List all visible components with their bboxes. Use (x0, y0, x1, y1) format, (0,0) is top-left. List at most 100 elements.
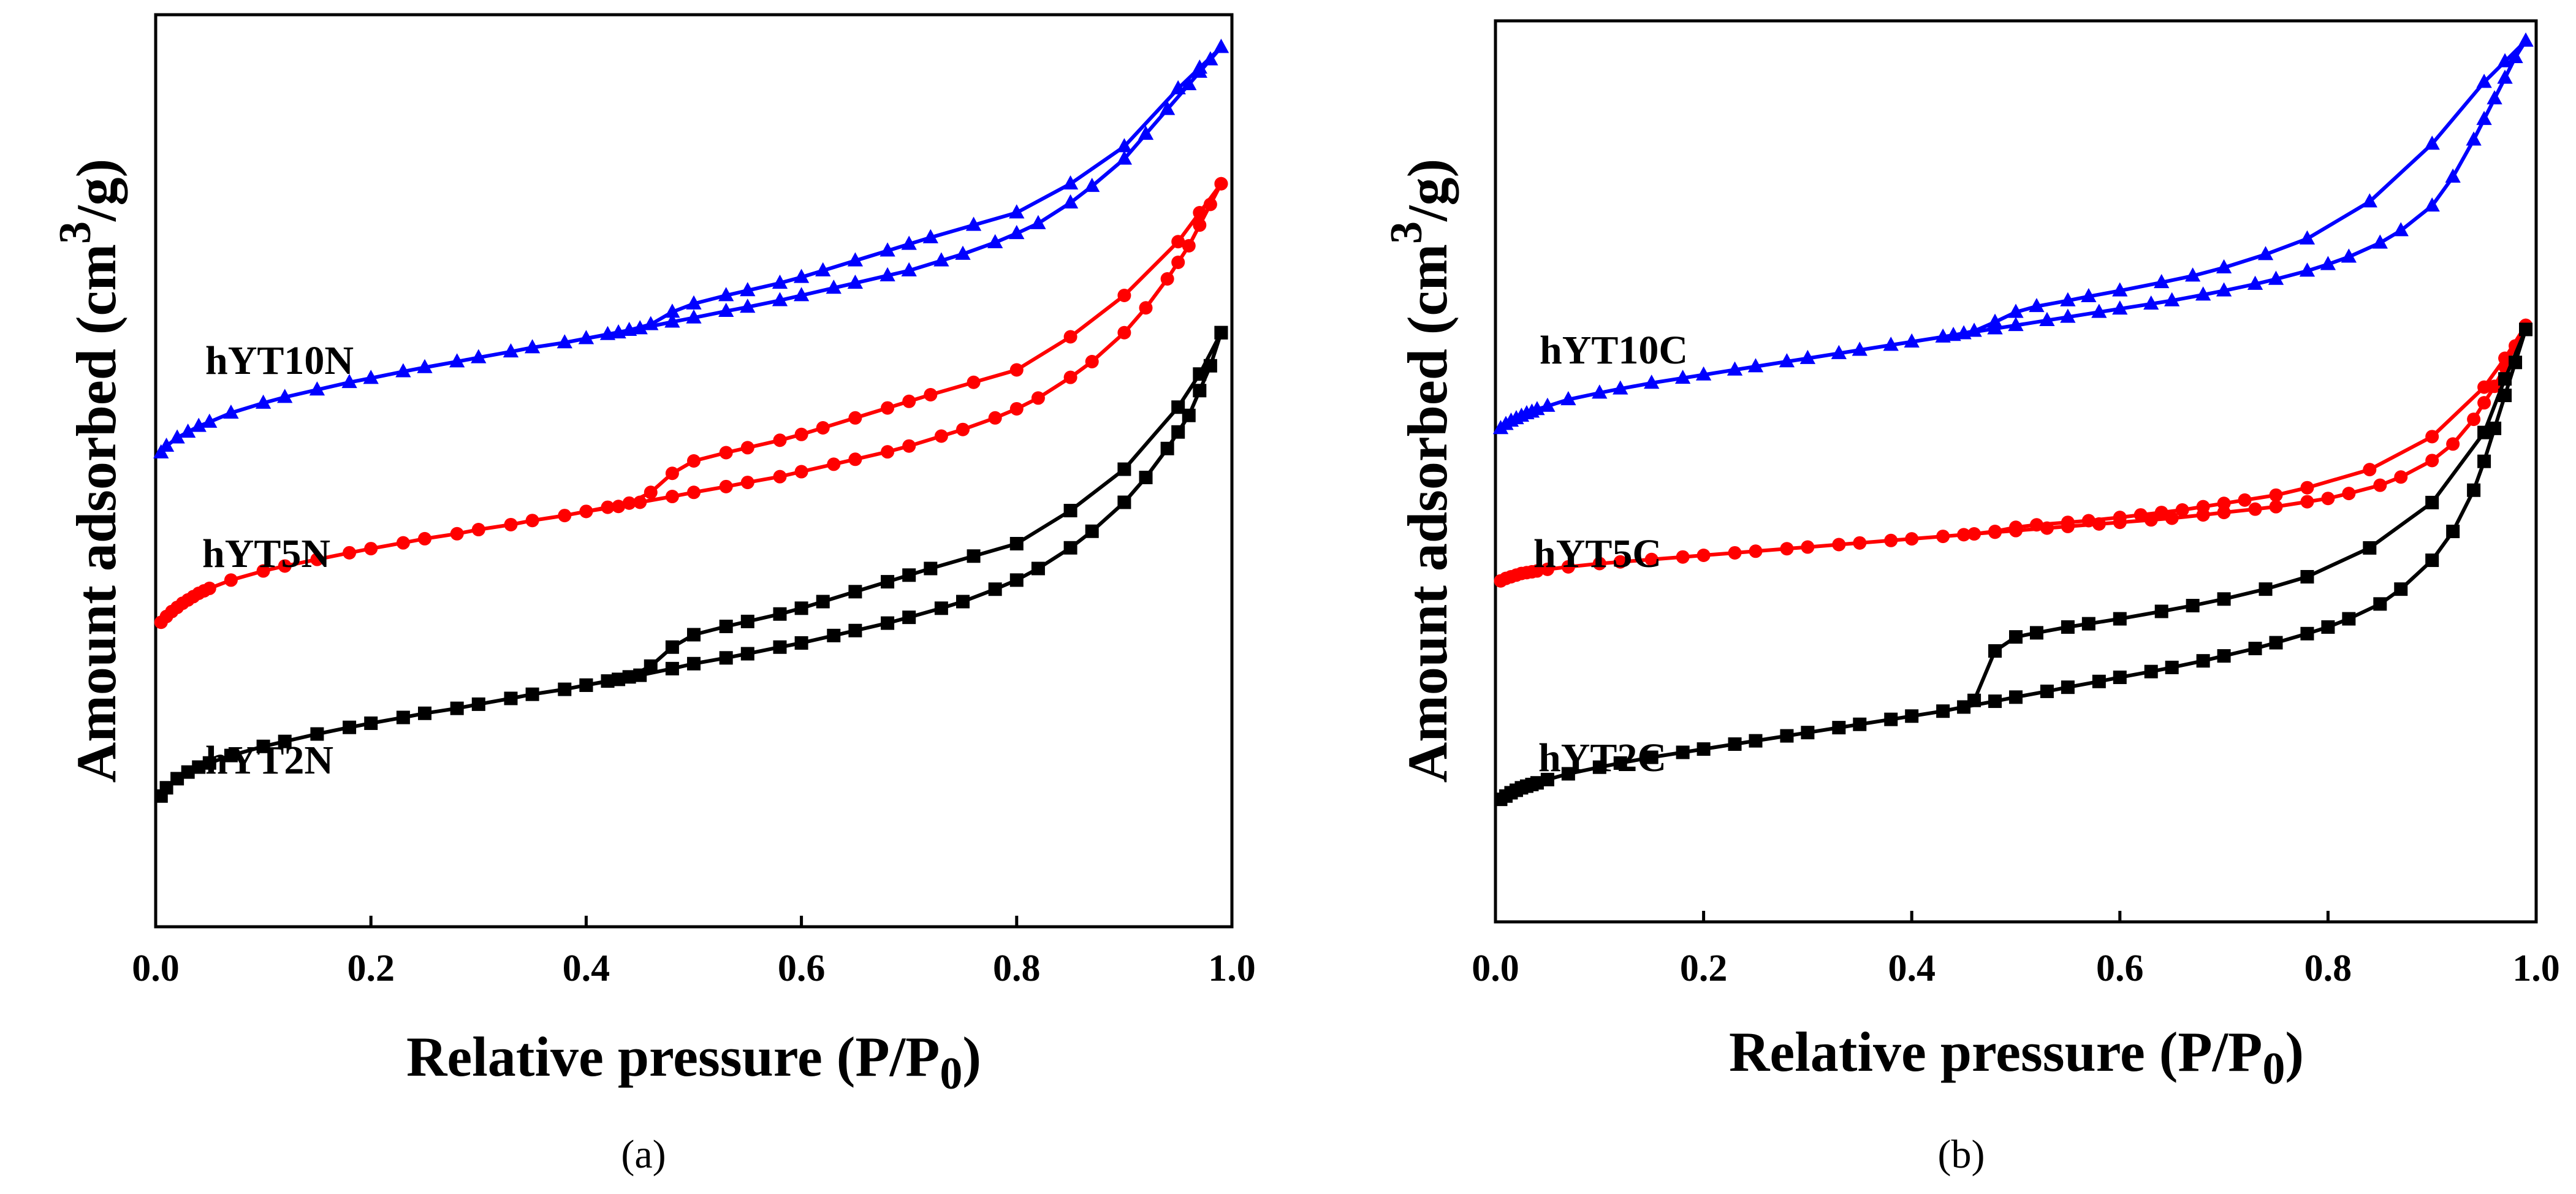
hYT5C-desorption-point (2363, 463, 2377, 477)
hYT10N-adsorption-point (309, 381, 325, 396)
hYT2N-desorption-point (1063, 504, 1077, 517)
hYT2C-adsorption-point (1696, 742, 1711, 756)
hYT10N-adsorption-point (793, 287, 810, 302)
hYT2C-adsorption-point (2113, 671, 2127, 685)
hYT2N-adsorption-point (827, 628, 841, 642)
hYT10C-adsorption-point (2164, 292, 2180, 306)
x-tick-label: 1.0 (1208, 948, 1256, 989)
hYT10N-desorption-point (772, 275, 788, 289)
panel-a: 0.0 0.2 0.4 0.6 0.8 1.0 hYT10N hYT5N hYT2N Re… (50, 13, 1256, 1177)
hYT2C-adsorption-point (1884, 712, 1898, 726)
hYT2N-adsorption-point (310, 727, 324, 741)
hYT10C-adsorption-point (2372, 234, 2388, 249)
hYT5C-adsorption-point (2373, 478, 2387, 492)
hYT2N-adsorption-point (687, 656, 701, 671)
hYT5N-adsorption-point (396, 536, 410, 550)
hYT2C-adsorption-point (1853, 717, 1867, 731)
hYT2C-adsorption-point (1749, 734, 1763, 748)
hYT5C-desorption-point (2081, 514, 2095, 528)
hYT5N-adsorption-point (1160, 272, 1174, 286)
hYT10N-adsorption-point (449, 353, 465, 368)
hYT2C-adsorption-point (1540, 772, 1554, 786)
hYT10C-desorption-point (2081, 287, 2097, 303)
hYT10N-adsorption-point (417, 359, 433, 373)
hYT5N-desorption-point (665, 466, 679, 481)
hYT5N-adsorption-point (665, 490, 679, 504)
hYT2C-adsorption-point (1728, 737, 1742, 751)
hYT5N-adsorption-point (719, 479, 733, 493)
hYT10C-adsorption-point (2299, 262, 2316, 277)
hYT5N-desorption-point (622, 496, 636, 510)
hYT2C-desorption-point (2186, 599, 2200, 613)
hYT2N-desorption-point (1117, 462, 1131, 476)
hYT2N-adsorption-point (1182, 408, 1196, 422)
hYT2C-adsorption-point (1676, 745, 1690, 759)
hYT10C-adsorption-point (1613, 380, 1628, 395)
hYT5C-desorption-point (2477, 380, 2491, 394)
hYT2C-desorption-point (2259, 582, 2273, 596)
hYT2C-desorption-point (2363, 541, 2377, 555)
hYT5C-desorption-point (2175, 503, 2189, 517)
x-tick-layer: 0.0 0.2 0.4 0.6 0.8 1.0 (132, 916, 1256, 989)
hYT10C-desorption-point (2424, 135, 2440, 150)
x-axis-label-end: ) (962, 1025, 981, 1088)
panel-label-b: (b) (1938, 1132, 1985, 1177)
hYT2C-adsorption-point (2269, 636, 2283, 650)
hYT10C-adsorption-point (1831, 344, 1847, 359)
hYT2N-adsorption-point (170, 772, 184, 786)
hYT10C-adsorption-point (1644, 375, 1660, 389)
hYT2C-adsorption-point (2165, 660, 2179, 674)
hYT10N-desorption-point (643, 316, 659, 330)
series-hYT2N (154, 325, 1228, 803)
x-axis-label-sub: 0 (940, 1049, 962, 1099)
hYT2C-desorption-point (2498, 372, 2512, 386)
hYT5C-adsorption-point (1728, 546, 1742, 560)
hYT2N-adsorption-point (418, 706, 431, 720)
hYT10N-adsorption-point (363, 370, 379, 384)
x-axis-label-end: ) (2285, 1021, 2304, 1083)
hYT10N-adsorption-point (223, 404, 239, 419)
hYT10C-adsorption-point (2424, 197, 2440, 212)
hYT10C-adsorption-point (2060, 308, 2076, 323)
hYT5C-adsorption-point (1613, 555, 1627, 569)
hYT2N-adsorption-point (794, 636, 808, 650)
hYT5N-adsorption-point (1171, 256, 1185, 269)
hYT5N-adsorption-point (256, 564, 270, 578)
hYT10N-adsorption-point (557, 334, 572, 349)
hYT2N-adsorption-point (956, 595, 970, 609)
hYT2N-adsorption-point (224, 748, 238, 762)
hYT10C-adsorption-point (2320, 256, 2336, 270)
hYT5N-adsorption-point (364, 542, 378, 556)
hYT2C-adsorption-point (1613, 756, 1627, 770)
hYT10N-adsorption-point (740, 298, 756, 313)
hYT5N-adsorption-point (1085, 355, 1099, 368)
hYT10N-desorption-point (815, 262, 831, 276)
hYT10N-adsorption-point (158, 437, 175, 452)
series-label-hYT10N: hYT10N (205, 338, 354, 383)
hYT5C-adsorption-point (2446, 437, 2460, 451)
hYT10N-desorption-point (1116, 138, 1133, 153)
x-tick-layer: 0.0 0.2 0.4 0.6 0.8 1.0 (1472, 911, 2560, 989)
hYT2N-desorption-point (848, 585, 862, 599)
hYT5N-adsorption-point (310, 552, 324, 566)
hYT5C-desorption-point (2238, 493, 2252, 507)
hYT5C-adsorption-point (2144, 513, 2158, 527)
series-layer (153, 39, 1229, 803)
hYT5N-adsorption-point (1117, 325, 1131, 340)
hYT5C-adsorption-point (1676, 550, 1690, 564)
hYT10C-adsorption-point (1540, 397, 1556, 412)
hYT10N-desorption-point (740, 282, 756, 297)
hYT2N-adsorption-point (558, 682, 572, 696)
hYT5C-desorption-point (2113, 511, 2127, 525)
hYT10C-adsorption-point (2393, 222, 2409, 237)
hYT5N-desorption-point (924, 388, 938, 401)
hYT2C-desorption-point (1988, 644, 2002, 658)
hYT10N-adsorption-point (987, 234, 1003, 248)
hYT5N-adsorption-point (418, 531, 431, 546)
hYT2N-adsorption-point (364, 716, 378, 730)
hYT5N-desorption-line (585, 183, 1223, 514)
hYT2C-desorption-point (2217, 592, 2231, 606)
y-axis-label-main: Amount adsorbed (cm (65, 244, 127, 783)
hYT2N-adsorption-point (256, 739, 270, 753)
hYT5N-adsorption-point (1009, 401, 1024, 416)
